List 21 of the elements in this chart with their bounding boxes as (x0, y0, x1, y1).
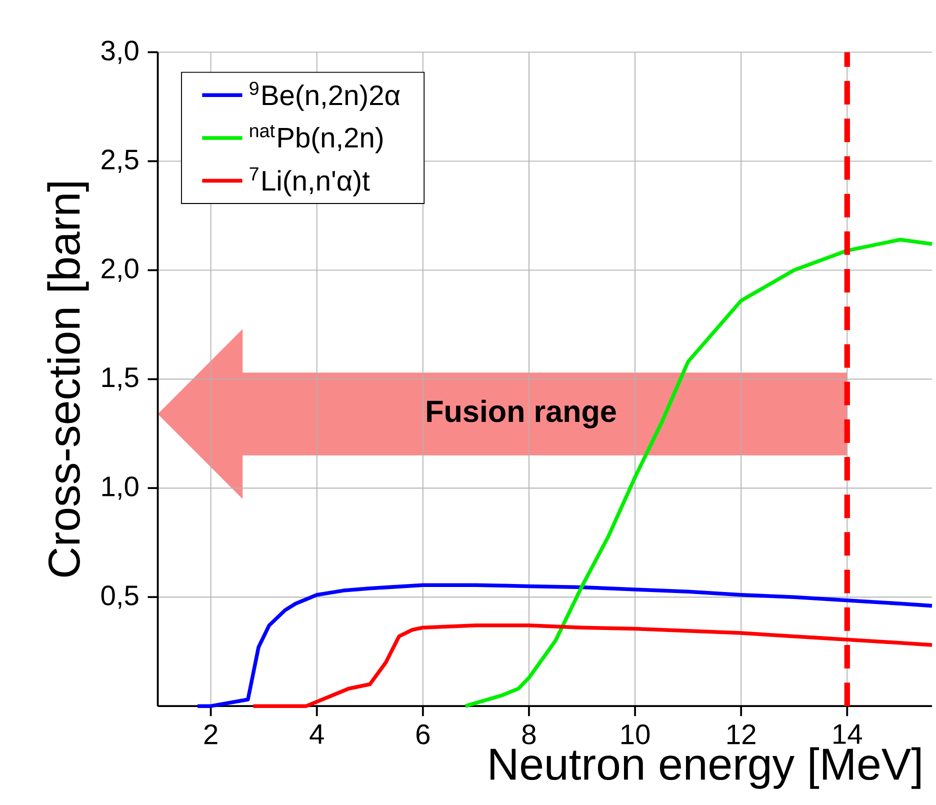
x-tick-label: 2 (204, 724, 218, 744)
x-tick-label: 14 (834, 724, 862, 744)
legend-label: $^{nat}$Pb(n,2n) (250, 125, 383, 154)
x-tick-label: 10 (621, 724, 650, 744)
x-axis-title: Neutron energy [MeV] (490, 747, 920, 789)
line-series (251, 624, 934, 708)
x-tick-label: 8 (522, 724, 536, 744)
y-tick-label: 3,0 (101, 40, 138, 64)
y-tick-label: 2,0 (102, 258, 138, 282)
y-tick-label: 2,5 (102, 150, 138, 173)
legend-label: $^{9}$Be(n,2n)2α (250, 82, 400, 111)
line-series (196, 583, 934, 708)
y-tick-label: 1,0 (102, 476, 138, 500)
x-tick-label: 6 (416, 724, 430, 744)
y-tick-label: 1,5 (102, 368, 138, 391)
y-axis-title: Cross-section [barn] (47, 182, 89, 577)
annotation: Fusion range (427, 400, 616, 428)
x-tick-label: 4 (310, 724, 324, 744)
y-tick-label: 0,5 (101, 585, 138, 609)
legend-label: $^{7}$Li(n,n'α)t (250, 167, 370, 196)
x-tick-label: 12 (728, 724, 756, 744)
